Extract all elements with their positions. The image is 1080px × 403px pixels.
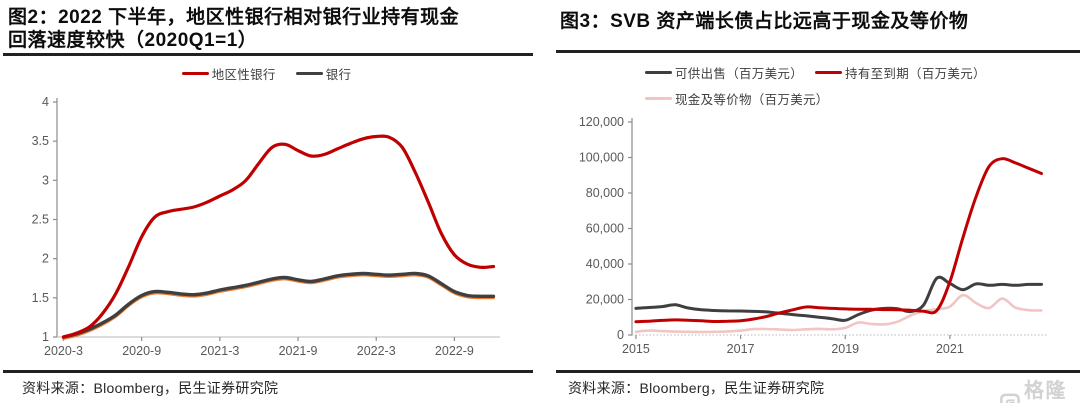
legend-label-htm: 持有至到期（百万美元）: [845, 67, 986, 81]
regional-banks-line: [61, 134, 496, 339]
y-tick-label: 20,000: [586, 293, 624, 307]
fig3-chart: 0 20,000 40,000 60,000 80,000 100,000 120,000 2…: [579, 115, 1048, 356]
fig3-title-line1: 图3：SVB 资产端长债占比远高于现金及等价物: [560, 11, 969, 32]
x-tick-label: 2022-9: [435, 344, 474, 358]
x-tick-label: 2015: [622, 342, 650, 356]
htm-line: [634, 157, 1043, 324]
x-tick-label: 2021-9: [279, 344, 318, 358]
y-tick-label: 3: [42, 173, 49, 187]
banks-line: [61, 271, 496, 339]
fig2-title-rule: [3, 53, 533, 56]
afs-line: [634, 275, 1043, 322]
y-tick-label: 120,000: [579, 115, 624, 129]
legend-item-htm: 持有至到期（百万美元）: [815, 63, 986, 82]
x-tick-label: 2019: [831, 342, 859, 356]
fig2-title: 图2：2022 下半年，地区性银行相对银行业持有现金 回落速度较快（2020Q1…: [8, 6, 532, 52]
fig3-title-rule: [556, 50, 1080, 53]
fig2-source: 资料来源：Bloomberg，民生证券研究院: [22, 380, 279, 396]
fig3-source: 资料来源：Bloomberg，民生证券研究院: [568, 380, 825, 396]
fig2-chart: 1 1.5 2 2.5 3 3.5 4 2020-3 2020-9 2021-3 2021-9 202…: [32, 95, 500, 358]
fig2-legend: 地区性银行 银行: [0, 64, 533, 83]
y-tick-label: 1.5: [32, 291, 49, 305]
legend-label-regional-banks: 地区性银行: [211, 68, 276, 82]
banks-swatch: [295, 71, 323, 76]
fig2-title-line1: 图2：2022 下半年，地区性银行相对银行业持有现金: [8, 7, 460, 28]
htm-swatch: [815, 70, 843, 75]
regional-banks-swatch: [181, 71, 209, 76]
fig2-bottom-rule: [3, 370, 533, 373]
x-tick-label: 2020-9: [122, 344, 161, 358]
gelonghui-logo-text: 格隆汇: [1023, 380, 1067, 402]
legend-label-banks: 银行: [325, 68, 352, 82]
fig3-title: 图3：SVB 资产端长债占比远高于现金及等价物: [560, 10, 1070, 33]
y-tick-label: 1: [42, 330, 49, 344]
y-tick-label: 2.5: [32, 213, 49, 227]
fig3-bottom-rule: [556, 370, 1080, 373]
x-tick-label: 2020-3: [44, 344, 83, 358]
y-tick-label: 4: [42, 95, 49, 109]
y-tick-label: 2: [42, 252, 49, 266]
fig3-legend: 可供出售（百万美元） 持有至到期（百万美元） 现金及等价物（百万美元）: [645, 63, 1080, 108]
x-tick-label: 2021-3: [200, 344, 239, 358]
legend-item-regional-banks: 地区性银行: [181, 64, 276, 83]
y-tick-label: 80,000: [586, 186, 624, 200]
y-tick-label: 100,000: [579, 151, 624, 165]
x-tick-label: 2017: [727, 342, 755, 356]
gelonghui-watermark: 格隆汇: [1000, 374, 1080, 403]
y-tick-label: 40,000: [586, 257, 624, 271]
legend-item-afs: 可供出售（百万美元）: [645, 63, 803, 82]
y-tick-label: 60,000: [586, 222, 624, 236]
afs-swatch: [645, 70, 672, 75]
legend-item-cash: 现金及等价物（百万美元）: [645, 89, 829, 108]
cash-swatch: [645, 96, 672, 101]
cash-line: [634, 293, 1043, 334]
legend-label-cash: 现金及等价物（百万美元）: [675, 93, 829, 107]
legend-item-banks: 银行: [295, 64, 352, 83]
legend-label-afs: 可供出售（百万美元）: [675, 67, 804, 81]
fig2-title-line2: 回落速度较快（2020Q1=1）: [8, 30, 258, 51]
y-tick-label: 0: [617, 328, 624, 342]
y-tick-label: 3.5: [32, 134, 49, 148]
x-tick-label: 2021: [936, 342, 964, 356]
gelonghui-logo-icon: [1000, 393, 1020, 403]
x-tick-label: 2022-3: [357, 344, 396, 358]
